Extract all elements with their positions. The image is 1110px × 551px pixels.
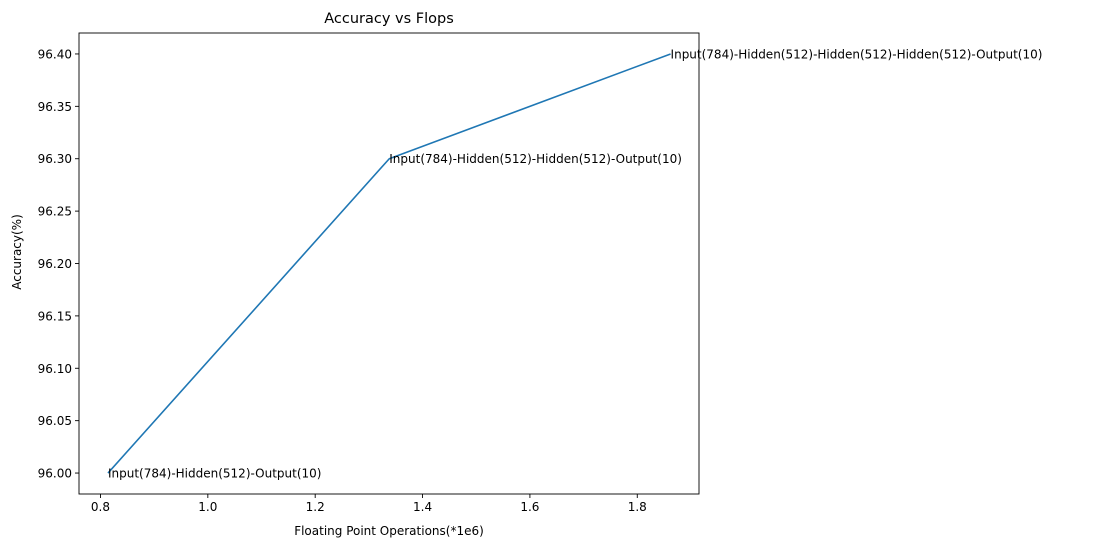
annotations-layer: Input(784)-Hidden(512)-Output(10) Input(7… [108,47,1042,480]
x-tick-label: 0.8 [91,500,110,514]
x-axis-ticks: 0.8 1.0 1.2 1.4 1.6 1.8 [91,494,647,514]
y-tick-label: 96.35 [38,100,72,114]
data-point-annotation: Input(784)-Hidden(512)-Output(10) [108,467,321,481]
y-tick-label: 96.25 [38,205,72,219]
data-point-annotation: Input(784)-Hidden(512)-Hidden(512)-Hidde… [671,47,1043,61]
y-tick-label: 96.10 [38,362,72,376]
x-tick-label: 1.8 [628,500,647,514]
y-tick-label: 96.05 [38,414,72,428]
y-tick-label: 96.20 [38,257,72,271]
y-tick-label: 96.00 [38,467,72,481]
x-tick-label: 1.2 [306,500,325,514]
plot-area [78,32,700,495]
plot-frame [78,32,700,495]
y-axis-label: Accuracy(%) [10,214,24,290]
data-point-annotation: Input(784)-Hidden(512)-Hidden(512)-Outpu… [389,152,682,166]
y-tick-label: 96.30 [38,152,72,166]
x-tick-label: 1.0 [198,500,217,514]
chart-title: Accuracy vs Flops [324,11,454,27]
series-line [107,53,671,474]
x-tick-label: 1.4 [413,500,432,514]
x-tick-label: 1.6 [520,500,539,514]
y-tick-label: 96.40 [38,47,72,61]
series-layer [107,53,671,474]
x-axis-label: Floating Point Operations(*1e6) [294,524,484,538]
y-tick-label: 96.15 [38,309,72,323]
y-axis-ticks: 96.00 96.05 96.10 96.15 96.20 96.25 96.30 96.35… [38,47,79,481]
